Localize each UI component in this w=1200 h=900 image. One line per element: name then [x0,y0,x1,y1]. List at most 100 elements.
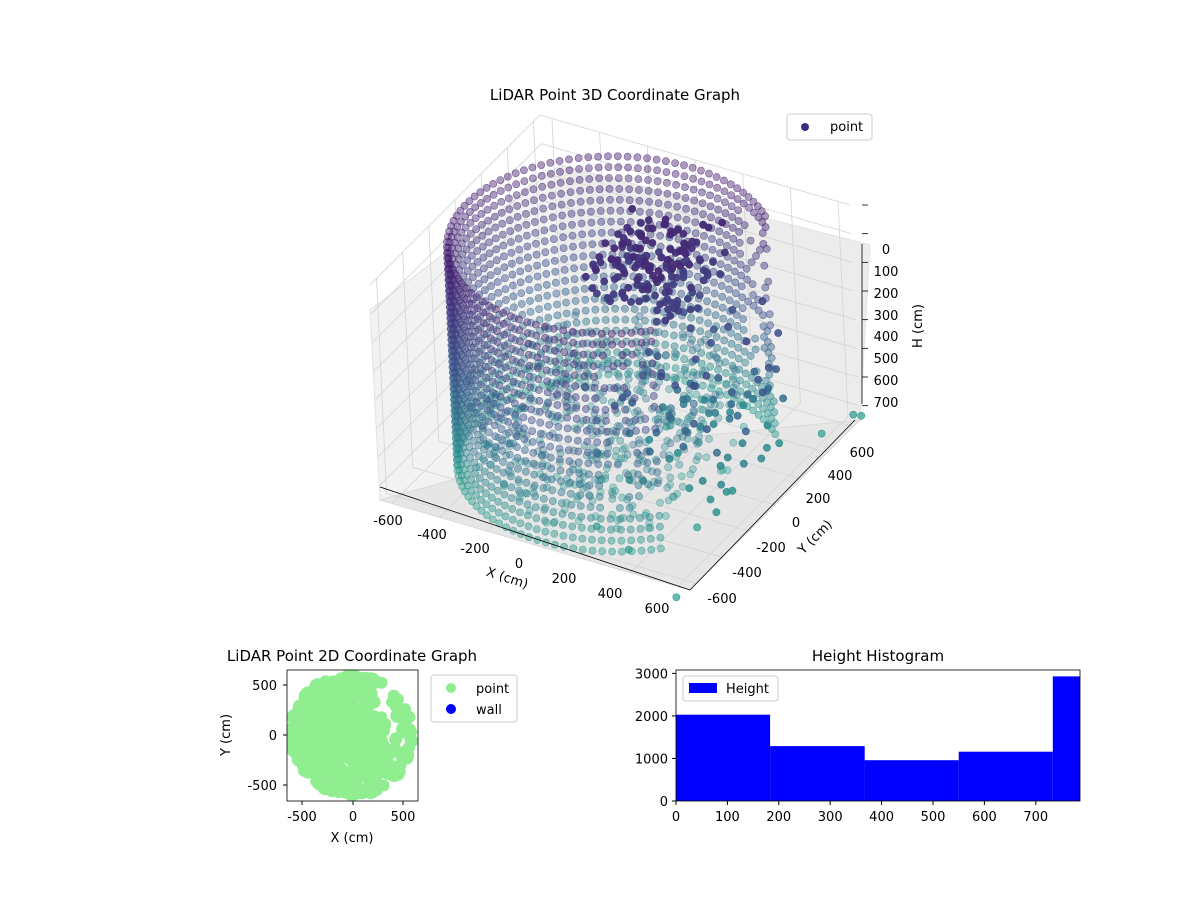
data-point [606,297,615,306]
data-point [700,231,708,240]
data-point [734,354,743,363]
data-point [661,512,670,520]
data-point [716,401,724,410]
data-point [713,183,721,192]
data-point [498,219,507,228]
data-point [644,480,653,489]
data-point [532,525,541,533]
data-point [294,754,307,767]
data-point [775,439,784,448]
data-point [582,272,590,281]
data-point [849,410,858,419]
data-point [478,424,487,432]
x-axis-label-2d: X (cm) [331,831,374,846]
data-point [493,267,502,275]
data-point [626,514,635,523]
data-point [488,366,496,375]
data-point [592,455,601,464]
data-point [643,154,651,163]
data-point [531,228,540,237]
data-point [566,177,574,186]
data-point [523,489,531,498]
data-point [757,454,766,463]
data-point [728,213,737,221]
data-point [570,371,579,380]
data-point [575,175,584,184]
data-point [511,399,519,408]
data-point [697,166,705,175]
data-point [592,316,600,325]
data-point [664,496,673,505]
data-point [606,515,615,523]
data-point [650,402,659,411]
data-point [507,323,516,332]
data-point [634,481,643,490]
data-point [568,231,577,240]
data-point [556,178,565,187]
data-point [539,204,548,213]
data-point [549,324,558,333]
data-point [529,174,537,183]
data-point [506,227,515,235]
data-point [486,323,494,332]
data-point [474,268,483,277]
data-point [472,225,480,234]
data-point [633,448,641,457]
data-point [653,166,661,175]
data-point [572,404,581,412]
data-point [467,251,476,260]
data-point [482,511,491,520]
data-point [466,382,475,391]
data-point [459,312,468,321]
data-point [470,365,479,373]
data-point [593,449,602,458]
data-point [618,547,626,556]
data-point [502,385,511,394]
data-point [577,523,586,532]
data-point [558,499,566,507]
data-point [634,343,643,352]
data-point [571,297,580,305]
data-point [690,207,699,216]
data-point [535,407,544,416]
y-tick-label: 1000 [635,752,668,767]
data-point [465,349,474,358]
data-point [501,285,510,293]
data-point [635,439,643,448]
data-point [586,196,595,205]
data-point [361,701,373,712]
data-point [472,236,481,244]
data-point [536,429,545,438]
data-point [628,398,637,407]
data-point [713,448,721,457]
grid-line [545,229,856,321]
data-point [714,365,722,374]
data-point [585,470,593,479]
legend-3d: point [786,113,873,141]
data-point [523,231,531,240]
data-point [761,212,769,221]
data-point [526,383,535,392]
data-point [676,247,684,255]
data-point [503,396,512,404]
data-point [523,242,532,251]
data-point [625,503,634,512]
data-point [727,202,736,210]
data-point [716,270,724,278]
data-point [489,190,498,199]
data-point [544,336,552,345]
data-point [580,441,589,450]
data-point [459,301,467,310]
data-point [483,406,492,415]
data-point [758,388,767,397]
data-point [569,349,578,358]
data-point [568,522,577,531]
data-point [709,258,717,266]
data-point [637,327,645,336]
y-tick-label: -500 [247,779,277,794]
data-point [684,294,692,303]
data-point [475,463,484,472]
data-point [471,376,480,384]
data-point [559,531,568,540]
data-point [549,508,558,516]
